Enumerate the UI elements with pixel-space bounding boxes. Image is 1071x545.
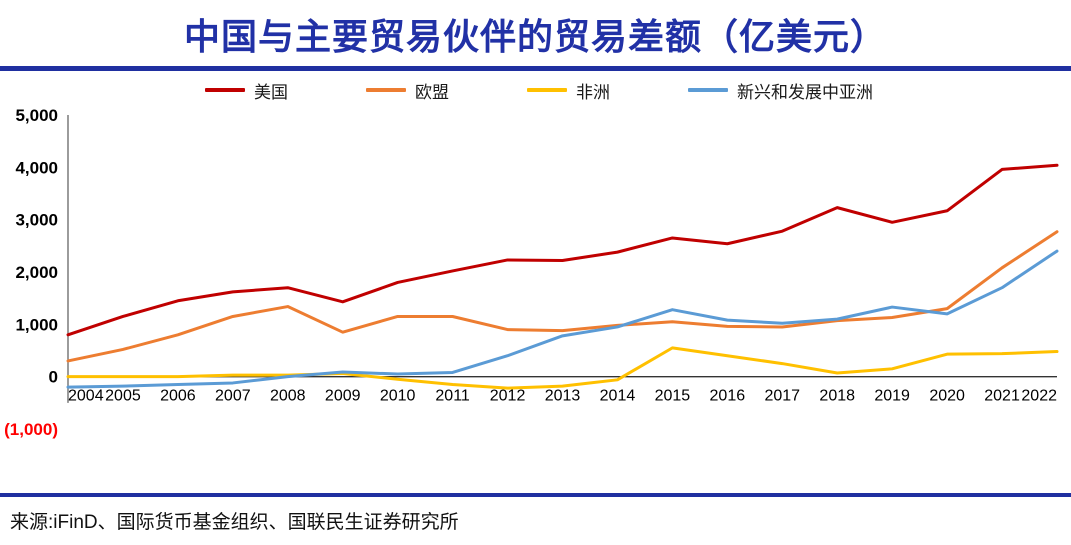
legend-label-eu: 欧盟 (415, 82, 449, 102)
svg-text:2019: 2019 (874, 388, 910, 405)
legend-swatch-us (205, 88, 245, 92)
legend-swatch-asia (688, 88, 728, 92)
svg-text:1,000: 1,000 (15, 315, 58, 334)
svg-text:2009: 2009 (325, 388, 361, 405)
svg-text:2013: 2013 (545, 388, 581, 405)
legend-swatch-eu (366, 88, 406, 92)
chart-area: (1,000) 0 1,000 2,000 3,000 4,000 5,000 2004 200… (0, 103, 1071, 491)
title-divider (0, 66, 1071, 71)
svg-text:2011: 2011 (435, 388, 470, 405)
svg-text:2018: 2018 (819, 388, 855, 405)
svg-text:5,000: 5,000 (15, 106, 58, 125)
svg-text:2014: 2014 (600, 388, 636, 405)
source-note: 来源:iFinD、国际货币基金组织、国联民生证券研究所 (10, 512, 459, 533)
svg-text:2008: 2008 (270, 388, 306, 405)
svg-text:2015: 2015 (655, 388, 691, 405)
svg-text:2021: 2021 (984, 388, 1020, 405)
legend-item-africa: 非洲 (527, 78, 610, 103)
legend-item-asia: 新兴和发展中亚洲 (688, 78, 873, 103)
footer-divider (0, 493, 1071, 497)
svg-text:2022: 2022 (1021, 388, 1057, 405)
svg-text:(1,000): (1,000) (4, 420, 58, 439)
svg-text:0: 0 (49, 368, 58, 387)
svg-text:2020: 2020 (929, 388, 965, 405)
legend-label-africa: 非洲 (576, 82, 610, 102)
svg-text:3,000: 3,000 (15, 211, 58, 230)
svg-text:2005: 2005 (105, 388, 141, 405)
chart-legend: 美国 欧盟 非洲 新兴和发展中亚洲 (0, 77, 1071, 103)
svg-text:2012: 2012 (490, 388, 526, 405)
legend-swatch-africa (527, 88, 567, 92)
svg-text:2016: 2016 (710, 388, 746, 405)
legend-item-eu: 欧盟 (366, 78, 449, 103)
svg-text:2,000: 2,000 (15, 263, 58, 282)
svg-text:2010: 2010 (380, 388, 416, 405)
svg-text:2017: 2017 (764, 388, 800, 405)
svg-text:4,000: 4,000 (15, 158, 58, 177)
legend-item-us: 美国 (205, 78, 288, 103)
svg-text:2006: 2006 (160, 388, 196, 405)
legend-label-us: 美国 (254, 82, 288, 102)
page-title: 中国与主要贸易伙伴的贸易差额（亿美元） (183, 16, 887, 57)
svg-text:2007: 2007 (215, 388, 251, 405)
legend-label-asia: 新兴和发展中亚洲 (737, 82, 873, 102)
svg-text:2004: 2004 (68, 388, 104, 405)
